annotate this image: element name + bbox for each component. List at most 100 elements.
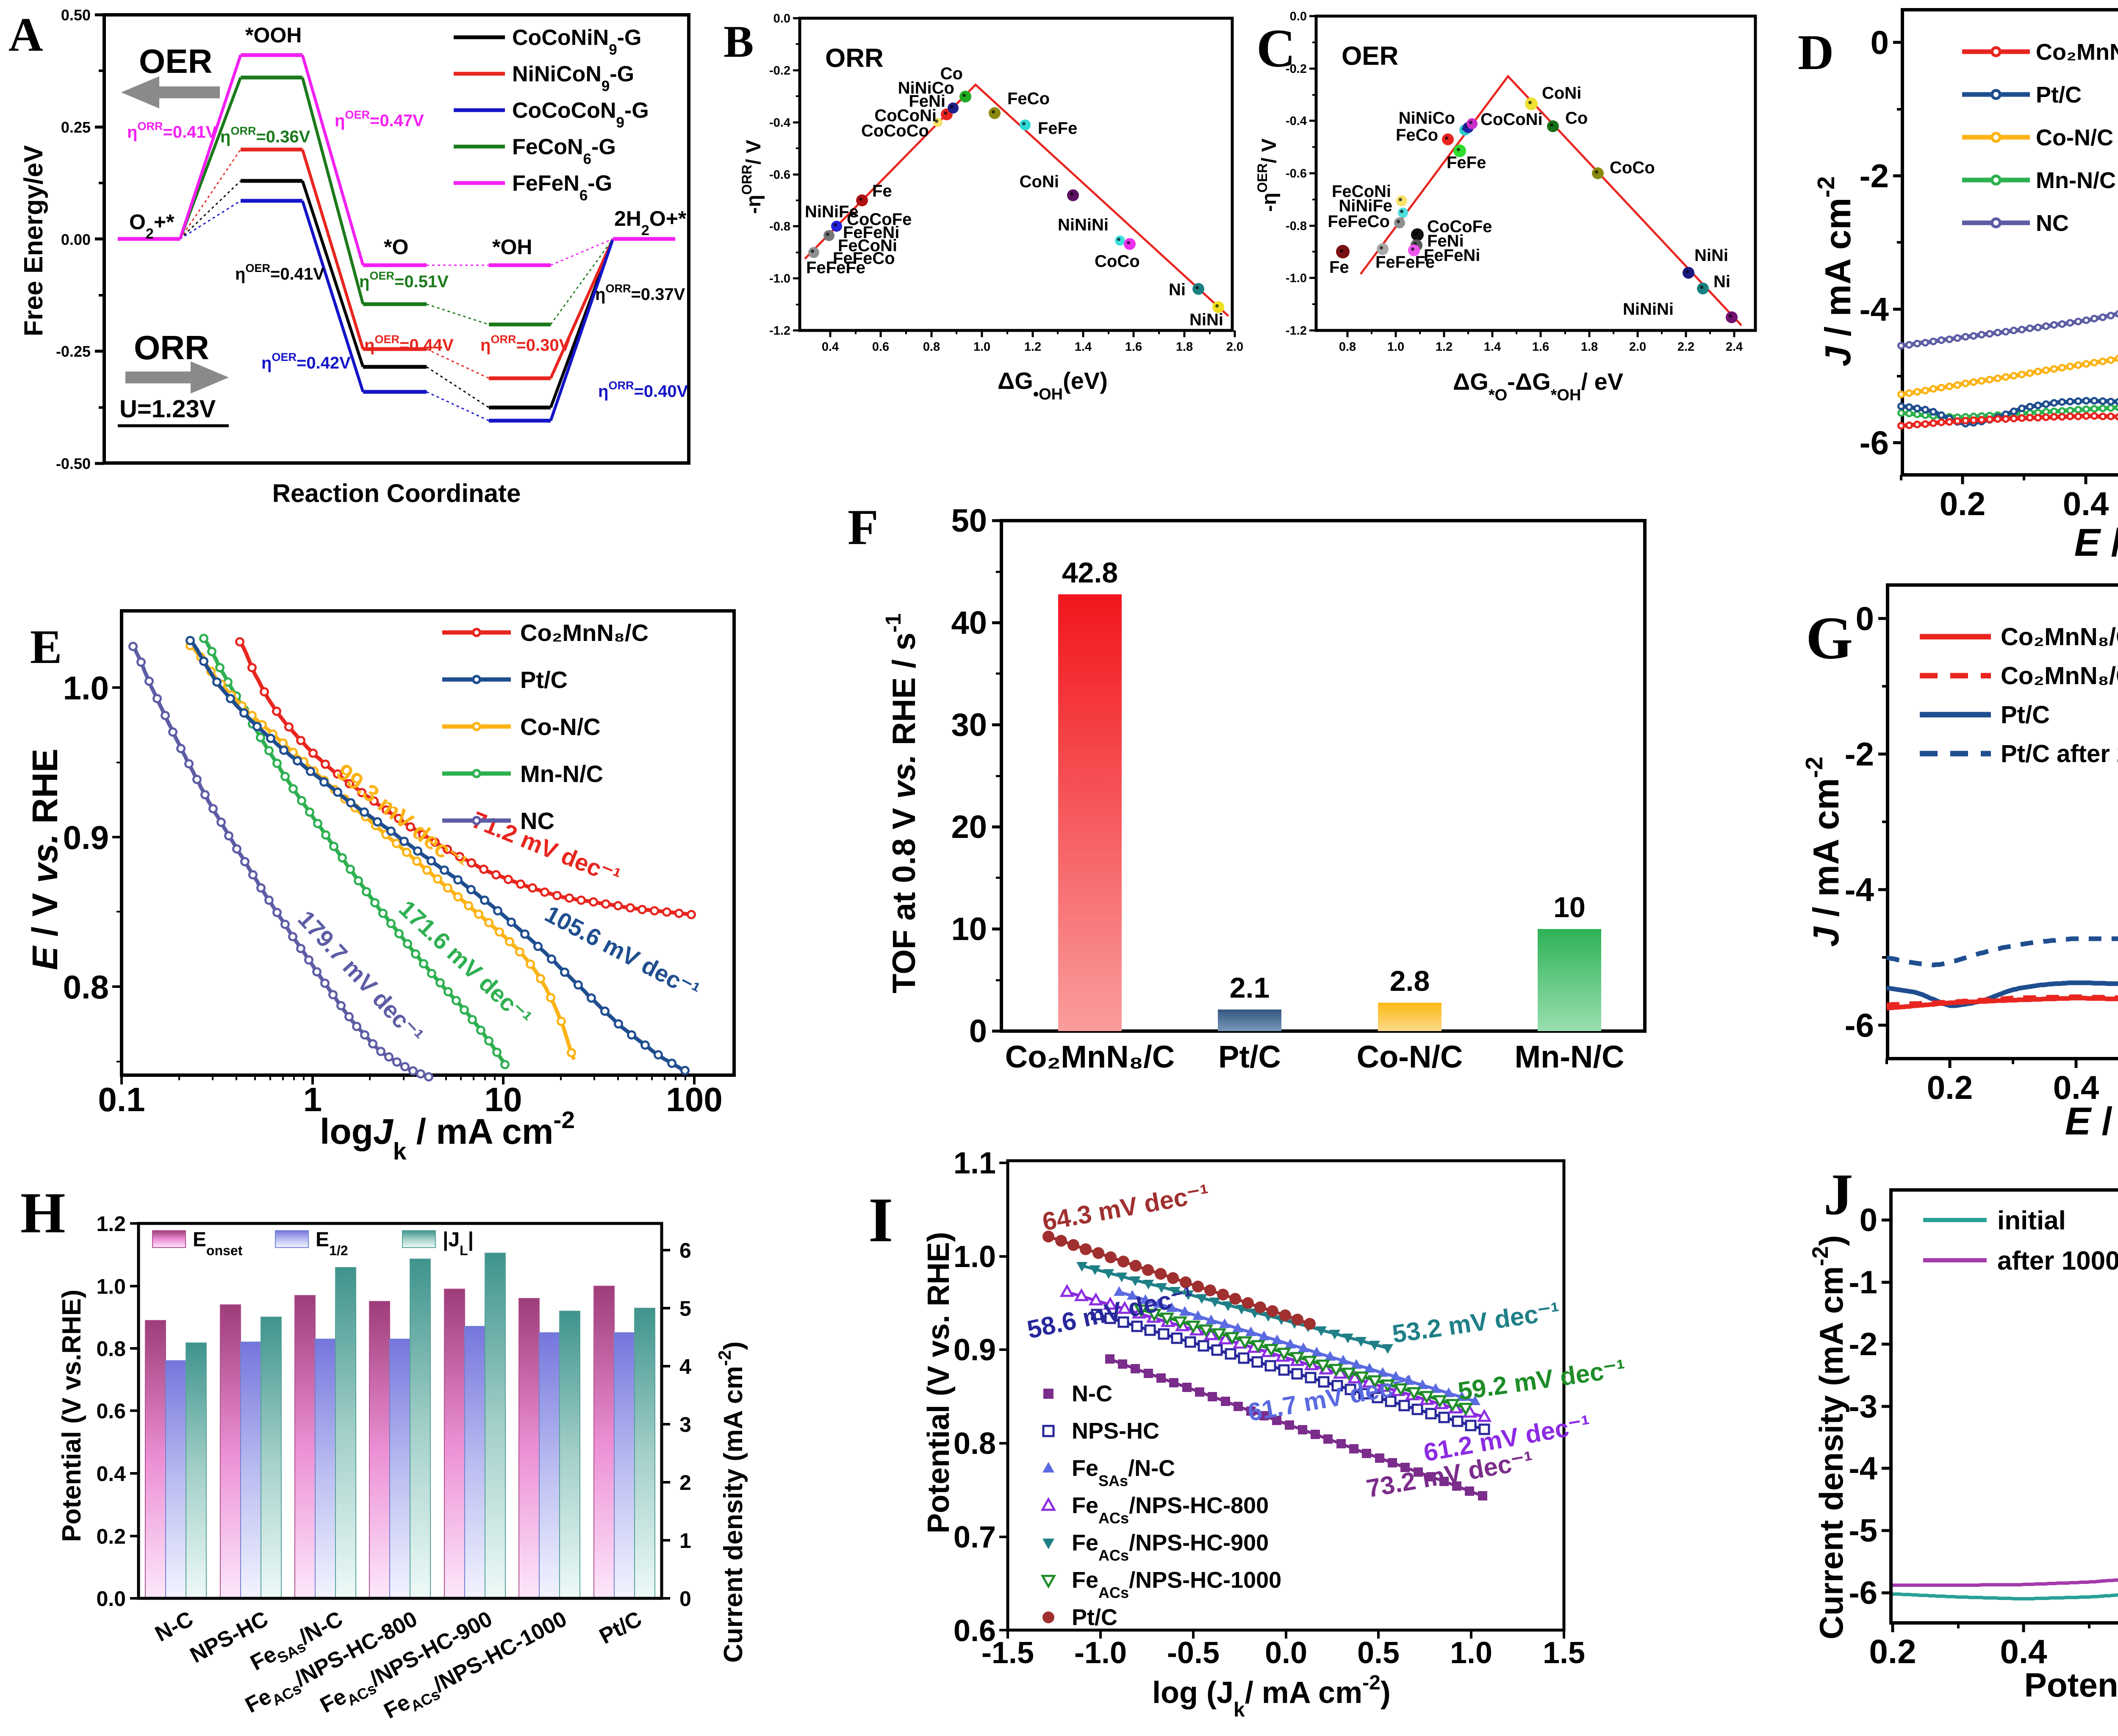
svg-text:CoCoNi: CoCoNi bbox=[874, 106, 937, 125]
svg-text:F: F bbox=[848, 499, 879, 555]
svg-text:-0.8: -0.8 bbox=[769, 220, 790, 233]
svg-text:0.4: 0.4 bbox=[2000, 1633, 2047, 1670]
svg-text:0.5: 0.5 bbox=[1357, 1636, 1400, 1670]
svg-text:0.0: 0.0 bbox=[96, 1587, 126, 1611]
svg-text:-3: -3 bbox=[1849, 1389, 1877, 1425]
svg-text:1.4: 1.4 bbox=[1484, 340, 1501, 354]
svg-text:NiNiCoN9​-G: NiNiCoN9​-G bbox=[512, 62, 634, 94]
svg-text:-1.0: -1.0 bbox=[769, 272, 790, 286]
svg-text:-2: -2 bbox=[1849, 1326, 1877, 1362]
svg-text:NiNiFe: NiNiFe bbox=[1339, 197, 1392, 215]
svg-text:E: E bbox=[30, 621, 62, 674]
svg-text:J / mA cm-2​: J / mA cm-2​ bbox=[1801, 757, 1846, 947]
svg-text:*OOH: *OOH bbox=[245, 23, 302, 47]
svg-text:G: G bbox=[1806, 605, 1853, 671]
svg-text:2.8: 2.8 bbox=[1390, 965, 1430, 997]
svg-text:NC: NC bbox=[520, 807, 554, 834]
svg-text:0.4: 0.4 bbox=[2063, 485, 2109, 522]
svg-text:Co₂MnN₈/C: Co₂MnN₈/C bbox=[2036, 39, 2118, 65]
svg-text:ηOER​=0.47V: ηOER​=0.47V bbox=[335, 108, 424, 130]
svg-text:NiNi: NiNi bbox=[1694, 246, 1728, 265]
svg-text:FeFeNi: FeFeNi bbox=[843, 223, 899, 242]
svg-text:CoCoFe: CoCoFe bbox=[847, 210, 912, 229]
svg-text:0.8: 0.8 bbox=[923, 340, 940, 354]
svg-text:53.2 mV dec⁻¹: 53.2 mV dec⁻¹ bbox=[1390, 1297, 1561, 1348]
svg-text:0.7: 0.7 bbox=[954, 1520, 996, 1554]
svg-text:0.0: 0.0 bbox=[1265, 1636, 1307, 1670]
svg-text:CoCoCo: CoCoCo bbox=[861, 122, 929, 140]
svg-text:Pt/C: Pt/C bbox=[596, 1606, 646, 1649]
svg-text:1.4: 1.4 bbox=[1075, 340, 1092, 354]
svg-text:ΔG•OH​(eV): ΔG•OH​(eV) bbox=[998, 367, 1108, 403]
svg-text:-1.2: -1.2 bbox=[1286, 324, 1307, 338]
svg-text:ηORR​=0.30V: ηORR​=0.30V bbox=[480, 333, 571, 355]
svg-text:NiNiNi: NiNiNi bbox=[1058, 216, 1109, 234]
svg-text:ηOER​=0.41V: ηOER​=0.41V bbox=[235, 262, 324, 283]
svg-text:0: 0 bbox=[1871, 24, 1889, 61]
svg-text:Potential (V vs. RHE): Potential (V vs. RHE) bbox=[922, 1232, 956, 1534]
svg-text:1.8: 1.8 bbox=[1581, 340, 1598, 354]
svg-text:10: 10 bbox=[1553, 891, 1586, 923]
svg-text:FeFeCo: FeFeCo bbox=[1328, 212, 1390, 231]
svg-text:J / mA cm-2​: J / mA cm-2​ bbox=[1813, 176, 1858, 366]
svg-text:Pt/C: Pt/C bbox=[2001, 701, 2050, 729]
svg-text:Co-N/C: Co-N/C bbox=[1357, 1039, 1463, 1074]
svg-text:-2: -2 bbox=[1845, 735, 1874, 773]
svg-text:1: 1 bbox=[303, 1081, 322, 1118]
svg-text:-0.6: -0.6 bbox=[769, 168, 790, 182]
svg-text:2.4: 2.4 bbox=[1726, 340, 1743, 354]
svg-text:-0.4: -0.4 bbox=[769, 116, 790, 130]
svg-text:-2: -2 bbox=[1860, 157, 1889, 194]
svg-text:0.4: 0.4 bbox=[2053, 1069, 2099, 1106]
svg-text:Reaction Coordinate: Reaction Coordinate bbox=[272, 479, 521, 507]
svg-text:50: 50 bbox=[951, 503, 987, 539]
svg-text:99.3 mV dec⁻¹: 99.3 mV dec⁻¹ bbox=[332, 758, 472, 876]
svg-text:Potential (V vs.RHE): Potential (V vs.RHE) bbox=[57, 1290, 86, 1542]
svg-text:61.7 mV dec⁻¹: 61.7 mV dec⁻¹ bbox=[1246, 1370, 1417, 1427]
svg-text:0.9: 0.9 bbox=[63, 819, 109, 856]
svg-text:Pt/C: Pt/C bbox=[1072, 1605, 1117, 1630]
svg-text:0.25: 0.25 bbox=[61, 119, 91, 136]
svg-text:ORR: ORR bbox=[825, 44, 884, 73]
svg-text:Ni: Ni bbox=[1713, 272, 1730, 291]
svg-text:FeCo: FeCo bbox=[1007, 89, 1050, 108]
svg-text:-0.50: -0.50 bbox=[56, 455, 91, 472]
svg-text:-6: -6 bbox=[1849, 1575, 1877, 1611]
svg-text:2H2​O+*: 2H2​O+* bbox=[614, 207, 687, 238]
svg-text:30: 30 bbox=[951, 707, 987, 743]
svg-text:1.0: 1.0 bbox=[1387, 340, 1404, 354]
svg-text:20: 20 bbox=[951, 809, 987, 845]
svg-text:2: 2 bbox=[679, 1471, 691, 1495]
svg-text:1.6: 1.6 bbox=[1125, 340, 1142, 354]
svg-text:1.8: 1.8 bbox=[1176, 340, 1193, 354]
svg-text:-ηOER​/ V: -ηOER​/ V bbox=[1255, 139, 1281, 212]
svg-text:0.8: 0.8 bbox=[63, 968, 109, 1006]
svg-text:Free Energy/eV: Free Energy/eV bbox=[19, 145, 48, 336]
svg-text:FeFeFe: FeFeFe bbox=[1375, 253, 1435, 272]
svg-text:1.0: 1.0 bbox=[954, 1240, 996, 1274]
svg-text:-0.2: -0.2 bbox=[769, 64, 790, 78]
svg-text:NC: NC bbox=[2036, 211, 2069, 236]
svg-text:FeFeN6​-G: FeFeN6​-G bbox=[512, 171, 612, 204]
svg-text:Current density (mA cm-2​): Current density (mA cm-2​) bbox=[1808, 1235, 1850, 1639]
svg-text:FeFe: FeFe bbox=[1038, 119, 1077, 138]
svg-text:Co-N/C: Co-N/C bbox=[520, 713, 601, 740]
svg-text:Co₂MnN₈/C after 2W cycles: Co₂MnN₈/C after 2W cycles bbox=[2001, 662, 2118, 690]
svg-text:-1.0: -1.0 bbox=[1074, 1636, 1127, 1670]
svg-text:CoCo: CoCo bbox=[1095, 252, 1140, 271]
svg-text:Mn-N/C: Mn-N/C bbox=[2036, 168, 2116, 193]
svg-text:0.6: 0.6 bbox=[954, 1614, 996, 1648]
svg-text:42.8: 42.8 bbox=[1062, 557, 1118, 589]
svg-text:Mn-N/C: Mn-N/C bbox=[520, 760, 603, 787]
svg-text:1.2: 1.2 bbox=[1024, 340, 1041, 354]
svg-text:Co₂MnN₈/C: Co₂MnN₈/C bbox=[2001, 623, 2118, 651]
svg-text:10: 10 bbox=[485, 1081, 522, 1118]
svg-text:0.8: 0.8 bbox=[954, 1427, 996, 1461]
svg-text:CoNi: CoNi bbox=[1542, 84, 1581, 103]
svg-text:100: 100 bbox=[666, 1081, 722, 1118]
svg-text:FeACs​/NPS-HC-900: FeACs​/NPS-HC-900 bbox=[1072, 1530, 1269, 1564]
svg-text:5: 5 bbox=[679, 1297, 691, 1320]
svg-text:0.2: 0.2 bbox=[1940, 485, 1985, 522]
svg-text:|JL​|: |JL​| bbox=[443, 1229, 474, 1258]
svg-text:-0.8: -0.8 bbox=[1286, 219, 1307, 233]
